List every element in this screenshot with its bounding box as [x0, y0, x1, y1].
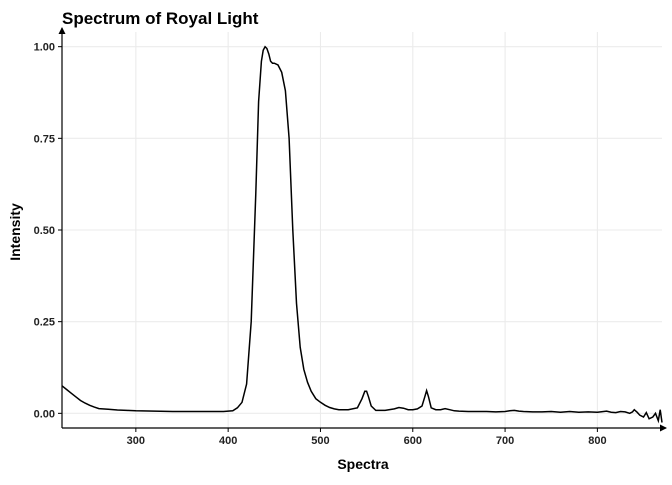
y-tick-label: 1.00: [34, 42, 55, 54]
x-tick-label: 600: [404, 435, 422, 447]
y-axis-arrow: [58, 27, 66, 34]
chart-title: Spectrum of Royal Light: [62, 9, 259, 28]
x-tick-label: 700: [496, 435, 514, 447]
axes: [58, 27, 667, 432]
x-axis-title: Spectra: [337, 456, 389, 472]
x-tick-label: 400: [219, 435, 237, 447]
grid: [62, 32, 662, 428]
x-tick-label: 800: [588, 435, 606, 447]
x-axis-arrow: [660, 424, 667, 432]
y-axis-title: Intensity: [7, 203, 23, 261]
y-tick-label: 0.00: [34, 408, 55, 420]
series: [61, 45, 663, 424]
x-tick-label: 300: [127, 435, 145, 447]
y-tick-label: 0.25: [34, 317, 55, 329]
x-tick-label: 500: [311, 435, 329, 447]
y-tick-label: 0.50: [34, 225, 55, 237]
tick-labels: 300 400 500 600 700 800 0.00 0.25 0.50 0.75 1.00: [34, 42, 607, 447]
y-tick-label: 0.75: [34, 133, 55, 145]
spectrum-line: [61, 45, 663, 424]
